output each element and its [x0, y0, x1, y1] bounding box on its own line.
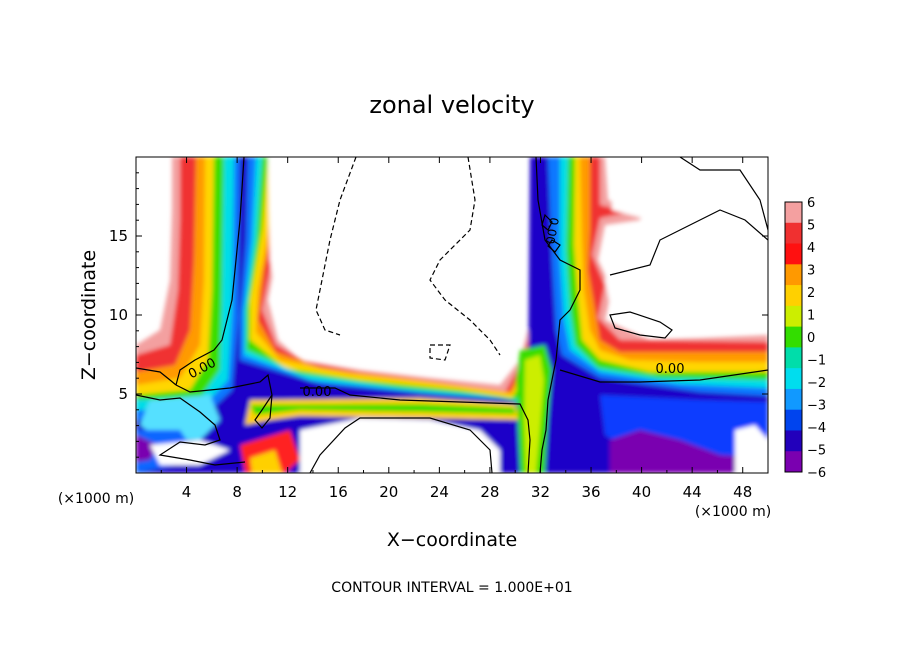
contour-label: 0.00 [543, 216, 561, 245]
colorbar-label: −2 [807, 376, 826, 391]
contour-zero-central [535, 157, 581, 473]
colorbar-swatch [785, 451, 802, 473]
contour-dashed [315, 157, 501, 361]
x-tick-label: 36 [581, 483, 600, 501]
colorbar-label: −4 [807, 421, 826, 436]
x-unit-right: (×1000 m) [695, 504, 771, 520]
contour-zero-loop [609, 311, 673, 339]
y-axis-label: Z−coordinate [78, 250, 100, 380]
x-tick-label: 8 [232, 483, 242, 501]
y-tick-label: 10 [109, 306, 128, 324]
contour-lines [136, 157, 768, 473]
x-unit-left: (×1000 m) [58, 491, 134, 507]
y-axis: 5 10 15 [109, 172, 768, 458]
plot-area [136, 157, 768, 473]
x-tick-label: 12 [278, 483, 297, 501]
white-hole-central [268, 157, 520, 365]
central-core-yellow [524, 355, 544, 473]
x-tick-label: 24 [430, 483, 449, 501]
x-axis-label: X−coordinate [387, 529, 517, 551]
colorbar-swatch [785, 409, 802, 431]
colorbar-swatch [785, 368, 802, 390]
colorbar-label: −3 [807, 399, 826, 414]
bottom-yellow-blob [250, 450, 282, 473]
x-axis: 4 8 12 16 20 24 28 32 36 40 44 48 [160, 157, 752, 501]
colorbar-label: 5 [807, 219, 815, 234]
white-hole-right [605, 157, 768, 335]
contour-zero-right [559, 369, 768, 383]
contour-zero-topright [609, 157, 768, 276]
contour-zero-cap2 [547, 239, 561, 253]
x-tick-label: 4 [182, 483, 192, 501]
x-tick-label: 44 [683, 483, 702, 501]
x-tick-label: 16 [329, 483, 348, 501]
colorbar-label: −1 [807, 354, 826, 369]
velocity-field [136, 157, 768, 473]
chart-title: zonal velocity [369, 91, 534, 119]
colorbar-label: 3 [807, 264, 815, 279]
colorbar-swatch [785, 264, 802, 286]
x-tick-label: 48 [733, 483, 752, 501]
jet-core-green [250, 404, 515, 415]
colorbar-frame [784, 201, 803, 473]
contour-zero-jet [136, 373, 531, 473]
colorbar-swatch [785, 347, 802, 369]
white-hole-bottom [300, 418, 500, 473]
left-column-darkblue [136, 157, 768, 473]
right-purple-region [610, 430, 768, 473]
contour-zero-left [136, 157, 245, 386]
colorbar-label: 0 [807, 331, 815, 346]
x-tick-label: 40 [632, 483, 651, 501]
contour-interval-footer: CONTOUR INTERVAL = 1.000E+01 [331, 580, 572, 596]
colorbar-label: 1 [807, 309, 815, 324]
colorbar-label: −5 [807, 444, 826, 459]
colorbar-label: 6 [807, 196, 815, 211]
white-hole-lower-right [735, 425, 768, 473]
contour-label: 0.00 [303, 385, 332, 400]
colorbar-swatch [785, 430, 802, 452]
colorbar-swatch [785, 285, 802, 307]
colorbar-swatch [785, 388, 802, 411]
x-tick-label: 32 [531, 483, 550, 501]
y-tick-label: 15 [109, 227, 128, 245]
colorbar-swatch [785, 305, 802, 328]
contour-zero-bottom [309, 417, 493, 473]
left-bottom-purple [136, 435, 158, 462]
left-core-cyan [140, 395, 220, 440]
white-hole-left-bottom [150, 440, 230, 465]
x-tick-label: 20 [379, 483, 398, 501]
colorbar-swatch [785, 243, 802, 265]
colorbar: 6 5 4 3 2 1 0 −1 −2 −3 −4 −5 −6 [784, 196, 826, 481]
contour-label: 0.00 [656, 362, 685, 377]
colorbar-swatch [785, 202, 802, 224]
y-tick-label: 5 [118, 385, 128, 403]
colorbar-label: 2 [807, 286, 815, 301]
colorbar-label: 4 [807, 241, 815, 256]
x-tick-label: 28 [480, 483, 499, 501]
colorbar-swatch [785, 222, 802, 245]
colorbar-label: −6 [807, 466, 826, 481]
colorbar-swatch [785, 326, 802, 348]
contour-zero-cap1 [541, 213, 553, 231]
